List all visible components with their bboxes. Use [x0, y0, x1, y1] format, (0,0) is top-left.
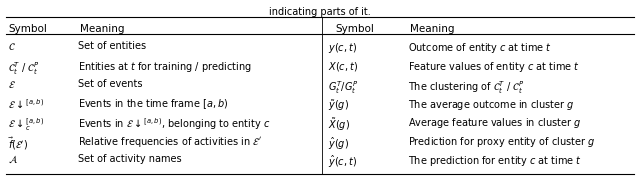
Text: $y(c,t)$: $y(c,t)$: [328, 41, 357, 55]
Text: $\tilde{y}(g)$: $\tilde{y}(g)$: [328, 98, 349, 113]
Text: Relative frequencies of activities in $\mathcal{E}'$: Relative frequencies of activities in $\…: [78, 135, 262, 149]
Text: Events in the time frame $[a, b)$: Events in the time frame $[a, b)$: [78, 98, 228, 111]
Text: Set of events: Set of events: [78, 79, 143, 89]
Text: Prediction for proxy entity of cluster $g$: Prediction for proxy entity of cluster $…: [408, 135, 595, 149]
Text: Feature values of entity $c$ at time $t$: Feature values of entity $c$ at time $t$: [408, 60, 580, 74]
Text: $\hat{y}(c,t)$: $\hat{y}(c,t)$: [328, 154, 357, 170]
Text: Symbol: Symbol: [335, 24, 374, 34]
Text: $\hat{y}(g)$: $\hat{y}(g)$: [328, 135, 349, 151]
Text: Meaning: Meaning: [80, 24, 125, 34]
Text: Set of activity names: Set of activity names: [78, 154, 182, 164]
Text: Symbol: Symbol: [8, 24, 47, 34]
Text: $\mathcal{C}$: $\mathcal{C}$: [8, 41, 16, 52]
Text: $\mathcal{C}_t^T$ / $\mathcal{C}_t^P$: $\mathcal{C}_t^T$ / $\mathcal{C}_t^P$: [8, 60, 39, 77]
Text: Entities at $t$ for training / predicting: Entities at $t$ for training / predictin…: [78, 60, 252, 74]
Text: $\mathcal{E}\downarrow^{[a,b)}$: $\mathcal{E}\downarrow^{[a,b)}$: [8, 98, 44, 110]
Text: The prediction for entity $c$ at time $t$: The prediction for entity $c$ at time $t…: [408, 154, 582, 168]
Text: Meaning: Meaning: [410, 24, 454, 34]
Text: $\mathcal{A}$: $\mathcal{A}$: [8, 154, 18, 165]
Text: Set of entities: Set of entities: [78, 41, 146, 51]
Text: $\vec{f}(\mathcal{E}')$: $\vec{f}(\mathcal{E}')$: [8, 135, 28, 152]
Text: Events in $\mathcal{E}\downarrow^{[a,b)}$, belonging to entity $c$: Events in $\mathcal{E}\downarrow^{[a,b)}…: [78, 116, 270, 132]
Text: The average outcome in cluster $g$: The average outcome in cluster $g$: [408, 98, 574, 112]
Text: $X(c,t)$: $X(c,t)$: [328, 60, 358, 73]
Text: $\tilde{X}(g)$: $\tilde{X}(g)$: [328, 116, 350, 133]
Text: $\mathcal{E}$: $\mathcal{E}$: [8, 79, 16, 90]
Text: $\mathcal{E}\downarrow_c^{[a,b)}$: $\mathcal{E}\downarrow_c^{[a,b)}$: [8, 116, 44, 133]
Text: Average feature values in cluster $g$: Average feature values in cluster $g$: [408, 116, 581, 130]
Text: indicating parts of it.: indicating parts of it.: [269, 7, 371, 17]
Text: The clustering of $\mathcal{C}_t^T$ / $\mathcal{C}_t^P$: The clustering of $\mathcal{C}_t^T$ / $\…: [408, 79, 524, 96]
Text: Outcome of entity $c$ at time $t$: Outcome of entity $c$ at time $t$: [408, 41, 552, 55]
Text: $G_t^T/G_t^P$: $G_t^T/G_t^P$: [328, 79, 358, 96]
